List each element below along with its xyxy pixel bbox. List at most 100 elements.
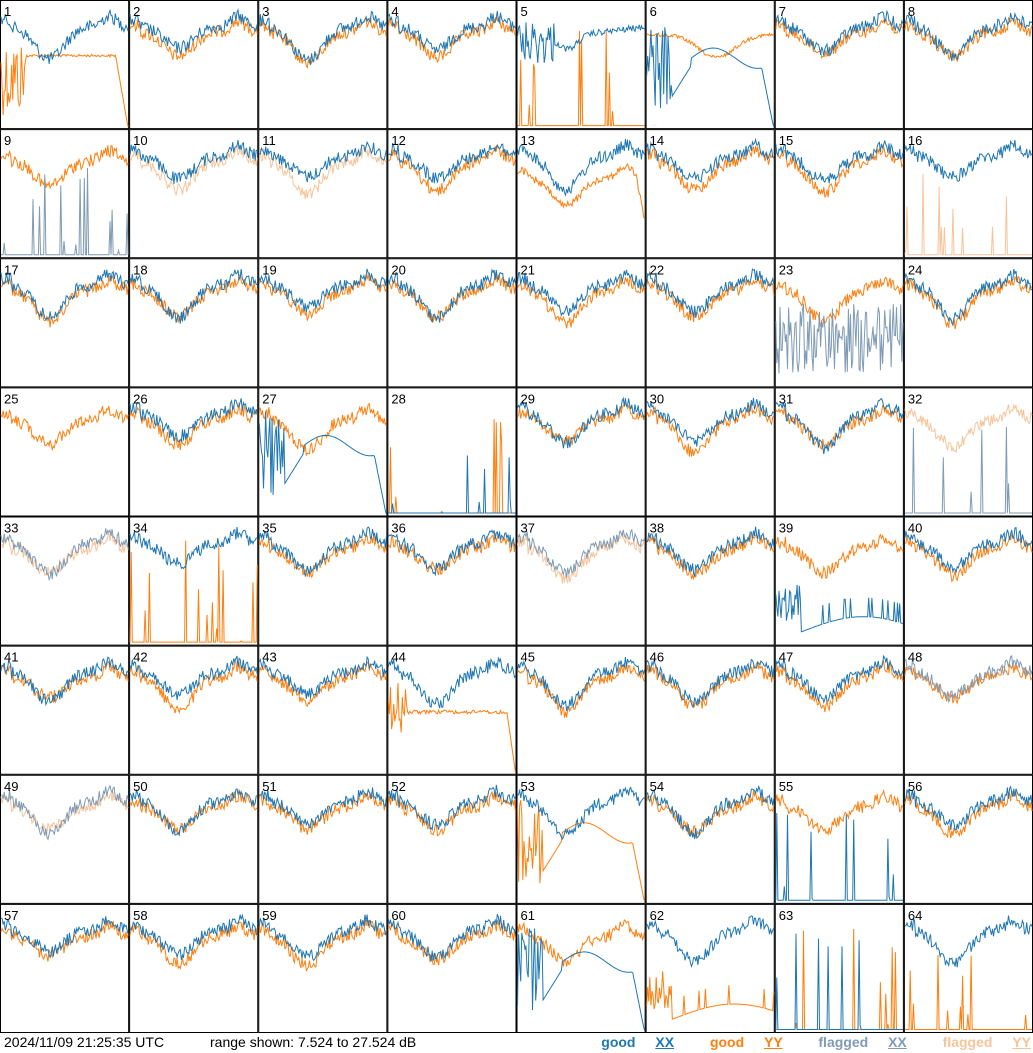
- panel-label: 51: [262, 779, 276, 794]
- panel-frame: [0, 258, 130, 388]
- series-yy-panel-3: [258, 15, 387, 69]
- panel-32: 32: [903, 387, 1033, 517]
- series-yy-panel-57: [0, 920, 129, 962]
- panel-49: 49: [0, 774, 130, 904]
- panel-35: 35: [258, 516, 388, 646]
- range-text: range shown: 7.524 to 27.524 dB: [210, 1034, 417, 1050]
- series-xx-panel-21: [517, 269, 646, 317]
- panel-frame: [774, 645, 904, 775]
- panel-25: 25: [0, 387, 130, 517]
- series-xx-panel-20: [387, 268, 516, 324]
- panel-label: 63: [779, 908, 793, 923]
- series-yy-panel-40: [904, 532, 1033, 583]
- panel-26: 26: [129, 387, 259, 517]
- panel-label: 56: [908, 779, 922, 794]
- panel-label: 55: [779, 779, 793, 794]
- panel-56: 56: [903, 774, 1033, 904]
- panel-label: 36: [391, 521, 405, 536]
- series-xx-panel-50: [129, 787, 258, 837]
- panel-label: 50: [133, 779, 147, 794]
- panel-label: 17: [4, 262, 18, 277]
- series-xx-panel-2: [129, 8, 258, 55]
- panel-41: 41: [0, 645, 130, 775]
- legend-good-xx: good XX: [601, 1034, 675, 1050]
- series-yy-panel-2: [129, 15, 258, 60]
- panel-14: 14: [645, 129, 775, 259]
- series-yy-panel-62: [646, 971, 775, 1020]
- series-yy-panel-24: [904, 275, 1033, 330]
- series-xx-panel-35: [258, 526, 387, 578]
- series-xx-panel-54: [646, 784, 775, 840]
- panel-43: 43: [258, 645, 388, 775]
- panel-29: 29: [516, 387, 646, 517]
- panel-label: 26: [133, 391, 147, 406]
- panel-16: 16: [903, 129, 1033, 259]
- panel-label: 60: [391, 908, 405, 923]
- panel-label: 49: [4, 779, 18, 794]
- panel-label: 48: [908, 650, 922, 665]
- series-yy-panel-16: [904, 173, 1032, 256]
- series-yy-panel-20: [388, 271, 516, 323]
- panel-17: 17: [0, 258, 130, 388]
- series-xx-panel-29: [517, 396, 645, 449]
- panel-18: 18: [129, 258, 259, 388]
- series-yy-panel-1: [0, 47, 129, 127]
- panel-frame: [774, 903, 904, 1033]
- panel-label: 3: [262, 4, 269, 19]
- panel-label: 37: [521, 521, 535, 536]
- panel-frame: [645, 129, 775, 259]
- panel-13: 13: [516, 129, 646, 259]
- panel-38: 38: [645, 516, 775, 646]
- series-yy-panel-12: [388, 144, 516, 196]
- panel-6: 6: [645, 0, 775, 130]
- series-yy-panel-19: [258, 273, 387, 322]
- series-xx-panel-4: [387, 10, 516, 53]
- series-xx-panel-55: [775, 812, 903, 901]
- panel-label: 2: [133, 4, 140, 19]
- panel-label: 38: [650, 521, 664, 536]
- series-xx-panel-31: [775, 397, 904, 455]
- panel-2: 2: [129, 0, 259, 130]
- legend: good XX good YY flagged XX flagged YY: [569, 1034, 1031, 1050]
- legend-flagged-xx: flagged XX: [818, 1034, 907, 1050]
- panel-label: 19: [262, 262, 276, 277]
- series-yy-panel-23: [775, 276, 904, 327]
- series-xx-panel-46: [646, 658, 775, 708]
- panel-label: 46: [650, 650, 664, 665]
- series-yy-panel-17: [0, 275, 129, 328]
- panel-label: 22: [650, 262, 664, 277]
- series-yy-panel-59: [258, 919, 387, 972]
- series-xx-panel-24: [904, 268, 1033, 326]
- panel-55: 55: [774, 774, 904, 904]
- panel-22: 22: [645, 258, 775, 388]
- panel-frame: [645, 516, 775, 646]
- panel-51: 51: [258, 774, 388, 904]
- series-xx-panel-7: [775, 9, 904, 57]
- panel-label: 35: [262, 521, 276, 536]
- panel-7: 7: [774, 0, 904, 130]
- panel-47: 47: [774, 645, 904, 775]
- series-yy-panel-54: [646, 790, 775, 838]
- panel-62: 62: [645, 903, 775, 1033]
- panel-frame: [387, 129, 517, 259]
- panel-label: 28: [391, 391, 405, 406]
- panel-label: 42: [133, 650, 147, 665]
- panel-frame: [774, 0, 904, 130]
- series-xx-panel-44: [387, 657, 516, 709]
- series-yy-panel-60: [387, 919, 516, 966]
- panel-label: 5: [521, 4, 528, 19]
- panel-57: 57: [0, 903, 130, 1033]
- series-yy-panel-29: [517, 402, 646, 446]
- series-yy-panel-13: [517, 162, 645, 219]
- series-yy-panel-25: [0, 405, 129, 452]
- panel-label: 44: [391, 650, 405, 665]
- panel-label: 32: [908, 391, 922, 406]
- series-xx-panel-60: [387, 914, 516, 962]
- series-yy-panel-9: [0, 145, 129, 190]
- panel-label: 54: [650, 779, 664, 794]
- panel-59: 59: [258, 903, 388, 1033]
- panel-52: 52: [387, 774, 517, 904]
- panel-frame: [774, 129, 904, 259]
- series-yy-panel-5: [517, 30, 645, 127]
